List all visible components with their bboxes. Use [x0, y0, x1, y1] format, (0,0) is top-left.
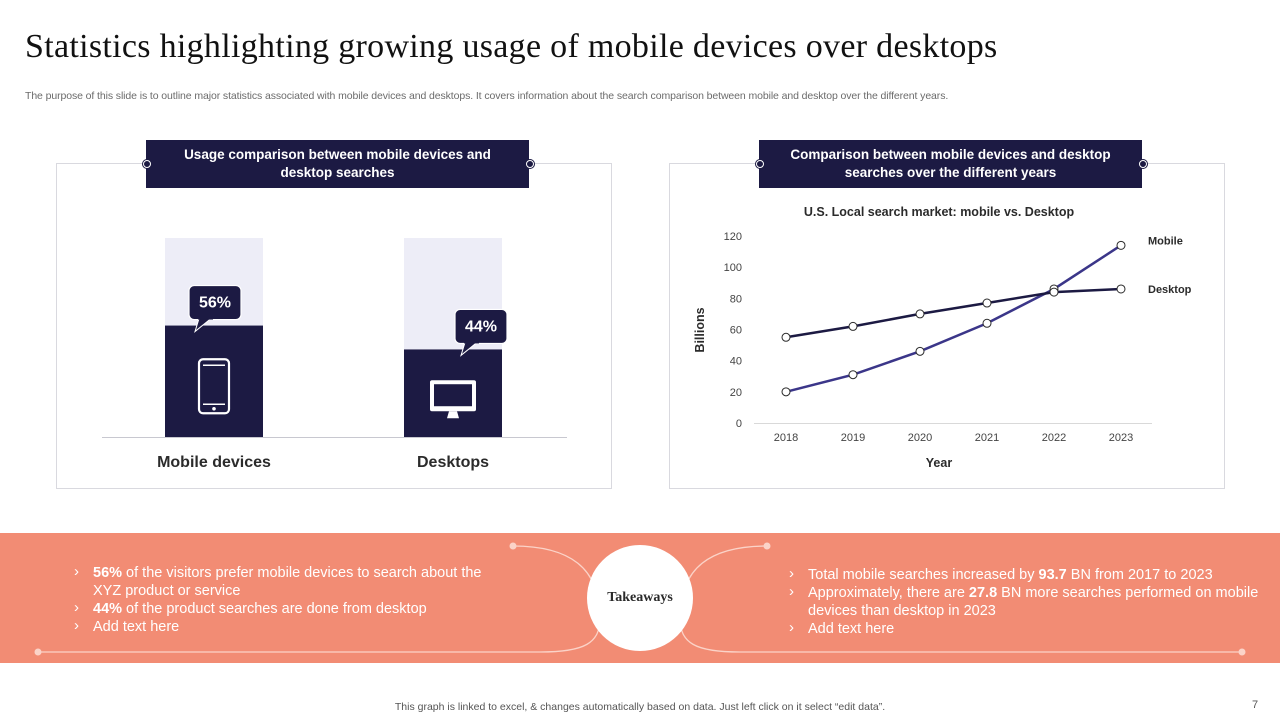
yearly-comparison-header: Comparison between mobile devices and de…	[759, 140, 1142, 188]
header-dot-left	[143, 160, 151, 168]
value-callout: 56%	[188, 284, 242, 333]
data-point	[848, 321, 858, 331]
y-axis-title: Billions	[693, 307, 707, 352]
takeaways-right-list: Total mobile searches increased by 93.7 …	[789, 565, 1274, 638]
takeaways-label: Takeaways	[587, 545, 693, 651]
usage-comparison-panel: 56% Mobile devices 44% Desktops	[56, 163, 612, 489]
takeaway-item: Total mobile searches increased by 93.7 …	[789, 565, 1274, 584]
data-point	[982, 298, 992, 308]
x-tick-label: 2022	[1042, 432, 1066, 444]
value-callout: 44%	[454, 308, 508, 357]
data-point	[1116, 284, 1126, 294]
data-point	[915, 309, 925, 319]
data-point	[1116, 240, 1126, 250]
data-point	[982, 318, 992, 328]
mobile-phone-icon	[197, 358, 231, 415]
y-tick-label: 40	[730, 356, 742, 368]
data-point	[1049, 287, 1059, 297]
data-point	[915, 346, 925, 356]
slide-subtitle: The purpose of this slide is to outline …	[25, 90, 949, 102]
y-tick-label: 120	[724, 231, 742, 243]
y-tick-label: 60	[730, 325, 742, 337]
y-tick-label: 80	[730, 293, 742, 305]
page-number: 7	[1252, 699, 1259, 711]
takeaway-item: 44% of the product searches are done fro…	[74, 599, 494, 618]
bar-mobile	[165, 325, 263, 437]
header-dot-right	[526, 160, 534, 168]
takeaway-item: Add text here	[74, 617, 494, 636]
data-point	[781, 332, 791, 342]
series-line-mobile	[785, 244, 1122, 394]
usage-comparison-header: Usage comparison between mobile devices …	[146, 140, 529, 188]
x-tick-label: 2023	[1109, 432, 1133, 444]
yearly-comparison-panel: U.S. Local search market: mobile vs. Des…	[669, 163, 1225, 489]
data-point	[781, 387, 791, 397]
search-line-chart: U.S. Local search market: mobile vs. Des…	[693, 205, 1192, 470]
x-tick-label: 2020	[908, 432, 932, 444]
x-axis-title: Year	[926, 456, 953, 470]
takeaways-left-list: 56% of the visitors prefer mobile device…	[74, 563, 494, 636]
desktop-monitor-icon	[430, 380, 476, 419]
value-label: 44%	[465, 318, 497, 335]
x-tick-label: 2019	[841, 432, 865, 444]
legend-label-desktop: Desktop	[1148, 284, 1192, 296]
takeaway-item: 56% of the visitors prefer mobile device…	[74, 563, 494, 600]
x-tick-label: 2018	[774, 432, 798, 444]
category-label: Mobile devices	[157, 454, 271, 471]
x-tick-label: 2021	[975, 432, 999, 444]
data-point	[848, 370, 858, 380]
value-label: 56%	[199, 295, 231, 312]
chart-title: U.S. Local search market: mobile vs. Des…	[804, 205, 1075, 219]
slide-title: Statistics highlighting growing usage of…	[25, 28, 998, 65]
category-label: Desktops	[417, 454, 489, 471]
takeaway-item: Approximately, there are 27.8 BN more se…	[789, 583, 1274, 620]
legend-label-mobile: Mobile	[1148, 235, 1183, 247]
header-dot-left	[756, 160, 764, 168]
usage-bar-chart: 56% Mobile devices 44% Desktops	[102, 238, 567, 471]
header-dot-right	[1139, 160, 1147, 168]
y-tick-label: 0	[736, 418, 742, 430]
y-tick-label: 100	[724, 262, 742, 274]
footer-note: This graph is linked to excel, & changes…	[394, 701, 886, 713]
y-tick-label: 20	[730, 387, 742, 399]
takeaway-item: Add text here	[789, 619, 1274, 638]
series-line-desktop	[785, 287, 1122, 339]
